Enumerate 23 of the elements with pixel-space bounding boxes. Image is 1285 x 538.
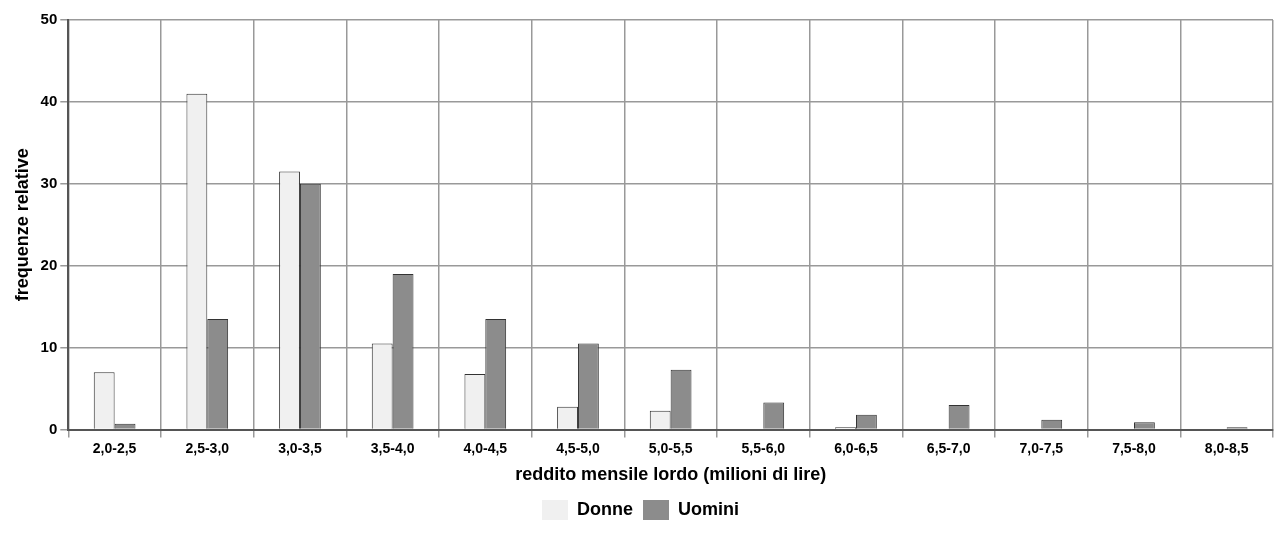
- x-tick-label: 2,5-3,0: [185, 439, 230, 456]
- x-tick-label: 2,0-2,5: [92, 439, 137, 456]
- x-tick-label: 3,5-4,0: [370, 439, 415, 456]
- legend-label: Donne: [577, 498, 633, 519]
- x-tick-label: 6,0-6,5: [834, 439, 878, 456]
- y-tick-label: 30: [40, 173, 58, 191]
- x-tick-label: 4,5-5,0: [556, 439, 600, 456]
- x-tick-label: 4,0-4,5: [463, 439, 508, 456]
- x-axis-title: reddito mensile lordo (milioni di lire): [515, 464, 827, 485]
- x-tick-label: 5,0-5,5: [648, 439, 693, 456]
- x-tick-label: 7,5-8,0: [1112, 439, 1156, 456]
- y-tick-label: 50: [40, 10, 58, 28]
- x-tick-label: 8,0-8,5: [1204, 439, 1249, 456]
- legend-label: Uomini: [678, 498, 739, 519]
- x-tick-label: 5,5-6,0: [741, 439, 786, 456]
- y-tick-label: 20: [40, 255, 58, 273]
- x-tick-label: 6,5-7,0: [926, 439, 971, 456]
- x-tick-label: 7,0-7,5: [1019, 439, 1064, 456]
- y-axis-title: frequenze relative: [11, 148, 32, 302]
- y-tick-label: 10: [40, 337, 58, 355]
- x-tick-label: 3,0-3,5: [278, 439, 322, 456]
- y-tick-label: 40: [40, 92, 58, 110]
- y-tick-label: 0: [48, 419, 58, 437]
